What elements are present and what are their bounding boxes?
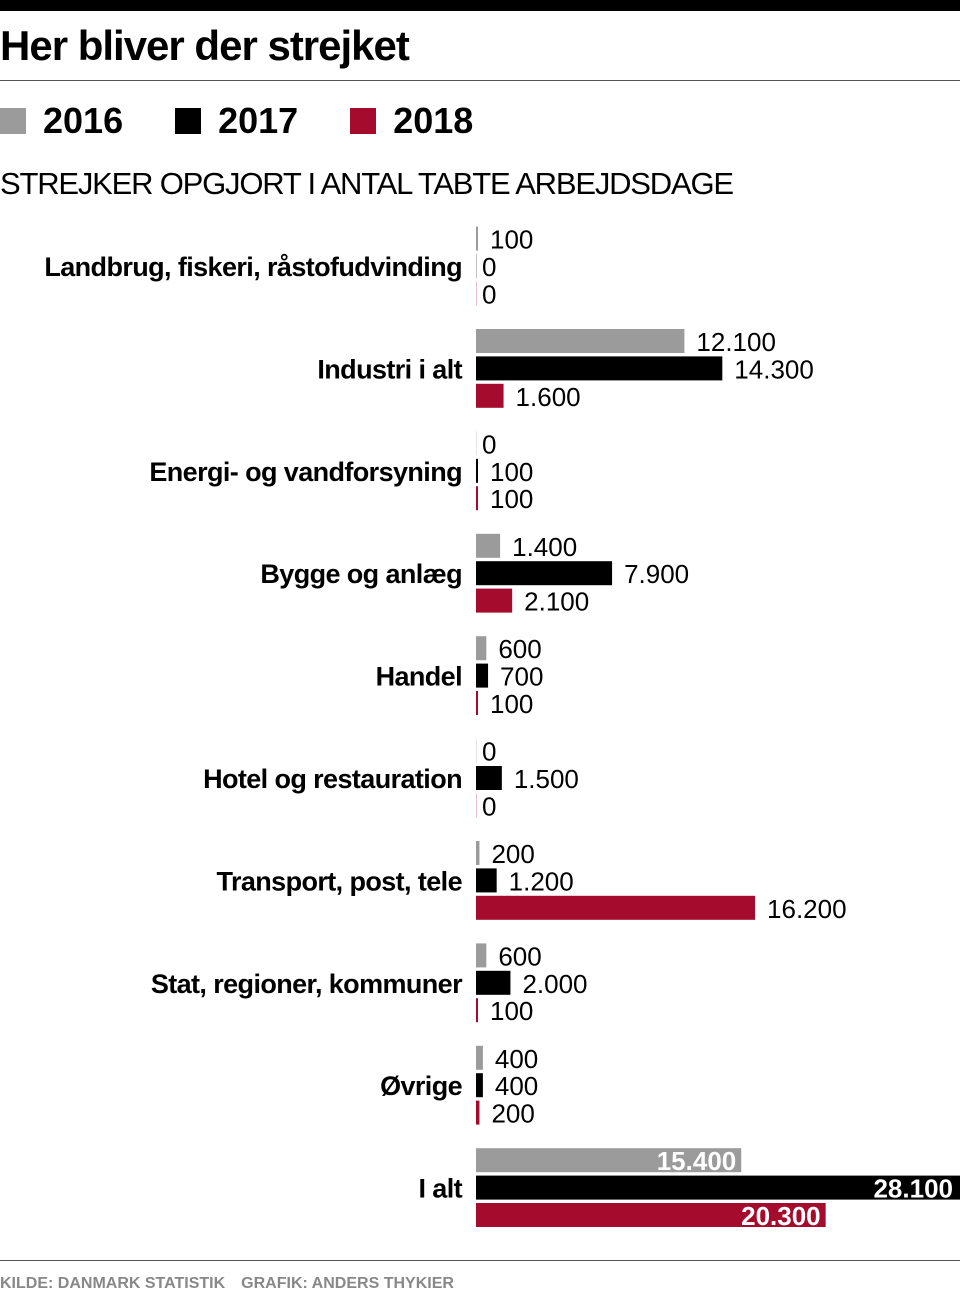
title-divider <box>0 80 960 81</box>
data-label: 15.400 <box>657 1146 737 1176</box>
bar-2017 <box>476 356 723 381</box>
bar-2016 <box>476 226 478 251</box>
data-label: 200 <box>491 1099 534 1129</box>
data-label: 600 <box>498 941 541 971</box>
data-label: 28.100 <box>873 1174 953 1204</box>
bar-2017 <box>476 868 497 893</box>
data-label: 12.100 <box>696 327 776 357</box>
data-label: 16.200 <box>767 894 847 924</box>
bar-2016 <box>476 329 685 353</box>
bar-2017 <box>476 458 478 483</box>
data-label: 0 <box>482 737 496 767</box>
bar-2016 <box>476 533 501 558</box>
footer: KILDE: DANMARK STATISTIK GRAFIK: ANDERS T… <box>0 1275 470 1293</box>
bar-2018 <box>476 998 478 1023</box>
bar-2018 <box>476 383 504 408</box>
bar-2016 <box>476 1045 483 1070</box>
data-label: 0 <box>482 429 496 459</box>
data-label: 20.300 <box>741 1201 821 1231</box>
bar-2017 <box>476 561 613 586</box>
footer-divider <box>0 1260 960 1261</box>
data-label: 100 <box>490 689 533 719</box>
bar-2018 <box>476 281 477 306</box>
bar-2017 <box>476 970 511 995</box>
category-label: Hotel og restauration <box>203 764 462 794</box>
bar-2018 <box>476 588 513 613</box>
bar-2018 <box>476 1100 480 1125</box>
category-label: Øvrige <box>380 1071 463 1101</box>
category-label: Industri i alt <box>317 354 462 384</box>
data-label: 0 <box>482 791 496 821</box>
legend-item-2018: 2018 <box>350 100 473 142</box>
data-label: 100 <box>490 996 533 1026</box>
data-label: 1.500 <box>514 764 579 794</box>
data-label: 2.000 <box>522 969 587 999</box>
data-label: 0 <box>482 252 496 282</box>
bar-2018 <box>476 486 478 511</box>
bar-2017 <box>476 1175 960 1200</box>
credit-text: GRAFIK: ANDERS THYKIER <box>241 1275 454 1292</box>
data-label: 400 <box>495 1071 538 1101</box>
bar-2018 <box>476 793 477 818</box>
bar-2018 <box>476 895 756 920</box>
legend-label: 2018 <box>393 100 474 141</box>
bar-2016 <box>476 738 477 763</box>
data-label: 2.100 <box>524 587 589 617</box>
category-label: Stat, regioner, kommuner <box>151 969 463 999</box>
legend-item-2017: 2017 <box>175 100 298 142</box>
data-label: 400 <box>495 1044 538 1074</box>
bar-2018 <box>476 1203 826 1227</box>
category-label: Handel <box>376 662 462 692</box>
category-label: Transport, post, tele <box>217 866 463 896</box>
legend-item-2016: 2016 <box>0 100 123 142</box>
data-label: 0 <box>482 279 496 309</box>
bar-2017 <box>476 1073 483 1098</box>
legend-swatch <box>175 108 202 134</box>
bar-2018 <box>476 691 478 715</box>
bar-2016 <box>476 636 487 661</box>
legend-swatch <box>0 108 26 134</box>
bar-2017 <box>476 766 502 790</box>
category-label: Bygge og anlæg <box>260 559 462 589</box>
data-label: 7.900 <box>624 559 689 589</box>
bar-2016 <box>476 841 480 865</box>
bar-2016 <box>476 1148 742 1173</box>
data-label: 100 <box>490 457 533 487</box>
top-bar <box>0 0 960 11</box>
chart-subtitle: STREJKER OPGJORT I ANTAL TABTE ARBEJDSDA… <box>0 166 734 201</box>
data-label: 1.200 <box>509 866 574 896</box>
legend-label: 2016 <box>43 100 124 141</box>
chart-title: Her bliver der strejket <box>0 22 410 69</box>
data-label: 600 <box>498 634 541 664</box>
legend: 2016 2017 2018 <box>0 100 525 142</box>
bar-2017 <box>476 663 489 688</box>
bar-2016 <box>476 943 487 968</box>
data-label: 14.300 <box>734 354 814 384</box>
legend-swatch <box>350 108 377 134</box>
data-label: 1.600 <box>516 382 581 412</box>
legend-label: 2017 <box>218 100 299 141</box>
category-label: I alt <box>418 1174 462 1204</box>
source-text: KILDE: DANMARK STATISTIK <box>0 1275 226 1292</box>
category-label: Landbrug, fiskeri, råstofudvinding <box>44 252 462 282</box>
data-label: 1.400 <box>512 532 577 562</box>
bar-2016 <box>476 431 477 456</box>
data-label: 700 <box>500 662 543 692</box>
data-label: 100 <box>490 225 533 255</box>
bar-2017 <box>476 254 477 278</box>
data-label: 100 <box>490 484 533 514</box>
category-label: Energi- og vandforsyning <box>149 457 462 487</box>
data-label: 200 <box>491 839 534 869</box>
